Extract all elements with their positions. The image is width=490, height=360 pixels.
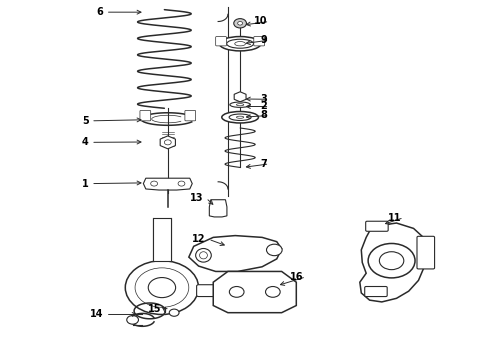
- Text: 14: 14: [90, 310, 103, 319]
- Ellipse shape: [235, 41, 245, 46]
- Polygon shape: [189, 235, 282, 271]
- Ellipse shape: [237, 116, 244, 118]
- Circle shape: [238, 22, 243, 25]
- Ellipse shape: [237, 104, 244, 106]
- Circle shape: [178, 181, 185, 186]
- Text: 15: 15: [148, 304, 162, 314]
- FancyBboxPatch shape: [365, 287, 387, 297]
- Circle shape: [267, 244, 282, 256]
- Ellipse shape: [227, 39, 253, 48]
- Text: 12: 12: [193, 234, 206, 244]
- Text: 6: 6: [97, 7, 103, 17]
- Ellipse shape: [230, 102, 250, 107]
- Polygon shape: [213, 271, 296, 313]
- Circle shape: [234, 19, 246, 28]
- Circle shape: [169, 309, 179, 316]
- FancyBboxPatch shape: [417, 236, 435, 269]
- Text: 8: 8: [260, 111, 267, 121]
- Circle shape: [164, 140, 171, 145]
- FancyBboxPatch shape: [366, 221, 388, 231]
- FancyBboxPatch shape: [185, 111, 196, 121]
- Text: 7: 7: [260, 159, 267, 169]
- Circle shape: [368, 243, 415, 278]
- Circle shape: [266, 287, 280, 297]
- Circle shape: [151, 181, 158, 186]
- Ellipse shape: [220, 37, 261, 51]
- Text: 9: 9: [260, 35, 267, 45]
- FancyBboxPatch shape: [196, 285, 232, 297]
- Ellipse shape: [196, 248, 211, 262]
- FancyBboxPatch shape: [140, 111, 151, 121]
- Text: 3: 3: [260, 94, 267, 104]
- Circle shape: [127, 316, 139, 324]
- Text: 5: 5: [82, 116, 89, 126]
- Text: 16: 16: [290, 272, 304, 282]
- Text: 2: 2: [260, 102, 267, 112]
- Polygon shape: [209, 200, 227, 217]
- Text: 4: 4: [82, 138, 89, 147]
- FancyBboxPatch shape: [216, 37, 226, 46]
- Text: 13: 13: [190, 193, 203, 203]
- Bar: [153, 218, 171, 261]
- Circle shape: [379, 252, 404, 270]
- Circle shape: [229, 287, 244, 297]
- Text: 1: 1: [82, 179, 89, 189]
- Ellipse shape: [222, 112, 258, 123]
- Circle shape: [148, 278, 175, 298]
- Ellipse shape: [229, 114, 251, 121]
- Text: 10: 10: [253, 17, 267, 27]
- Circle shape: [135, 268, 189, 307]
- Text: 11: 11: [388, 213, 401, 222]
- Circle shape: [125, 261, 198, 315]
- Polygon shape: [144, 178, 192, 190]
- Ellipse shape: [199, 252, 207, 259]
- FancyBboxPatch shape: [254, 37, 265, 46]
- Polygon shape: [360, 223, 426, 302]
